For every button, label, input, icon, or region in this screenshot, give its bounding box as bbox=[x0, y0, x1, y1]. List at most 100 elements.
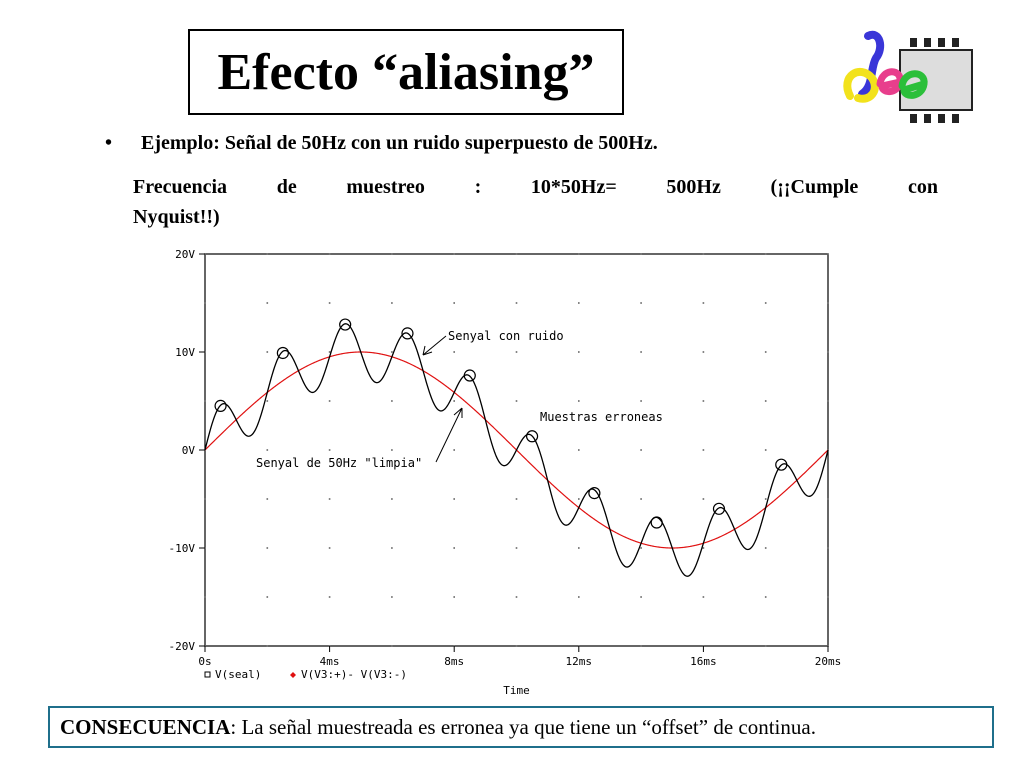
grid-dot bbox=[764, 547, 767, 549]
grid-dot bbox=[764, 645, 767, 647]
grid-dot bbox=[266, 351, 269, 353]
grid-dot bbox=[453, 351, 455, 353]
grid-dot bbox=[266, 547, 269, 549]
freq-word: con bbox=[907, 176, 938, 198]
grid-dot bbox=[827, 400, 829, 402]
grid-dot bbox=[391, 547, 393, 549]
title-box: Efecto “aliasing” bbox=[188, 29, 624, 115]
grid-dot bbox=[391, 400, 393, 402]
grid-dot bbox=[640, 351, 642, 353]
y-tick-label: 10V bbox=[175, 346, 195, 359]
grid-dot bbox=[640, 596, 642, 598]
grid-dot bbox=[204, 400, 206, 402]
annotation-clean-arrow bbox=[435, 407, 463, 463]
legend-item: V(seal) bbox=[215, 668, 261, 681]
grid-dot bbox=[328, 400, 331, 402]
freq-word: Frecuencia bbox=[133, 176, 228, 198]
y-tick-label: -20V bbox=[169, 640, 196, 653]
grid-dot bbox=[391, 498, 393, 500]
grid-dot bbox=[515, 498, 518, 500]
bullet-dot: • bbox=[105, 132, 113, 154]
grid-dot bbox=[827, 302, 829, 304]
grid-dot bbox=[640, 645, 642, 647]
sample-point bbox=[525, 430, 539, 443]
grid-dot bbox=[328, 351, 331, 353]
grid-dot bbox=[827, 253, 829, 255]
grid-dot bbox=[640, 547, 642, 549]
grid-dot bbox=[328, 547, 331, 549]
grid-dot bbox=[453, 449, 455, 451]
grid-dot bbox=[266, 645, 269, 647]
y-tick-label: 0V bbox=[182, 444, 196, 457]
logo-stroke-yellow bbox=[843, 68, 879, 103]
grid-dot bbox=[640, 498, 642, 500]
example-text: Ejemplo: Señal de 50Hz con un ruido supe… bbox=[141, 132, 658, 154]
x-tick-label: 8ms bbox=[444, 655, 464, 668]
grid-dot bbox=[827, 547, 829, 549]
grid-dot bbox=[764, 498, 767, 500]
grid-dot bbox=[328, 253, 331, 255]
grid-dot bbox=[453, 547, 455, 549]
grid-dot bbox=[764, 400, 767, 402]
legend-item: V(V3:+)- V(V3:-) bbox=[301, 668, 407, 681]
sampling-frequency-text: Frecuencia de muestreo : 10*50Hz= 500Hz … bbox=[133, 172, 938, 232]
grid-dot bbox=[764, 302, 767, 304]
annotation-samples: Muestras erroneas bbox=[540, 410, 663, 424]
annotation-clean: Senyal de 50Hz "limpia" bbox=[256, 456, 422, 470]
grid-dot bbox=[827, 351, 829, 353]
grid-dot bbox=[640, 253, 642, 255]
grid-dot bbox=[702, 547, 705, 549]
grid-dot bbox=[640, 302, 642, 304]
grid-dot bbox=[453, 253, 455, 255]
grid-dot bbox=[266, 449, 269, 451]
grid-dot bbox=[391, 645, 393, 647]
grid-dot bbox=[204, 302, 206, 304]
series-noisy-signal bbox=[204, 323, 829, 577]
sample-point bbox=[712, 502, 726, 515]
grid-dot bbox=[702, 449, 705, 451]
grid-dot bbox=[515, 547, 518, 549]
grid-dot bbox=[453, 302, 455, 304]
freq-word: : bbox=[474, 176, 482, 198]
consequence-label: CONSECUENCIA bbox=[60, 714, 231, 739]
sample-point bbox=[775, 458, 788, 471]
grid-dot bbox=[578, 449, 580, 451]
grid-dot bbox=[515, 645, 518, 647]
grid-dot bbox=[266, 498, 269, 500]
grid-dot bbox=[328, 498, 331, 500]
freq-row-2: Nyquist!!) bbox=[133, 206, 220, 228]
freq-word: de bbox=[276, 176, 297, 198]
grid-dot bbox=[578, 498, 580, 500]
grid-dot bbox=[702, 351, 705, 353]
annotation-noisy-arrow bbox=[422, 335, 447, 356]
grid-dot bbox=[391, 351, 393, 353]
logo-chip-body bbox=[899, 49, 973, 111]
y-tick-label: 20V bbox=[175, 248, 195, 261]
grid-dot bbox=[204, 596, 206, 598]
y-tick-label: -10V bbox=[169, 542, 196, 555]
consequence-text: : La señal muestreada es erronea ya que … bbox=[230, 714, 816, 739]
grid-dot bbox=[578, 596, 580, 598]
grid-dot bbox=[578, 400, 580, 402]
grid-dot bbox=[328, 302, 331, 304]
grid-dot bbox=[391, 302, 393, 304]
grid-dot bbox=[764, 351, 767, 353]
sample-point bbox=[650, 516, 663, 529]
grid-dot bbox=[515, 351, 518, 353]
grid-dot bbox=[515, 596, 518, 598]
freq-row-1: Frecuencia de muestreo : 10*50Hz= 500Hz … bbox=[133, 172, 938, 202]
grid-dot bbox=[702, 302, 705, 304]
x-tick-label: 4ms bbox=[320, 655, 340, 668]
grid-dot bbox=[764, 449, 767, 451]
annotation-noisy: Senyal con ruido bbox=[448, 329, 564, 343]
freq-word: (¡¡Cumple bbox=[770, 176, 859, 198]
grid-dot bbox=[391, 449, 393, 451]
grid-dot bbox=[827, 596, 829, 598]
grid-dot bbox=[702, 596, 705, 598]
grid-dot bbox=[578, 302, 580, 304]
grid-dot bbox=[578, 351, 580, 353]
grid-dot bbox=[702, 253, 705, 255]
sample-point bbox=[463, 369, 476, 382]
logo-e-green bbox=[898, 70, 928, 99]
grid-dot bbox=[453, 400, 455, 402]
